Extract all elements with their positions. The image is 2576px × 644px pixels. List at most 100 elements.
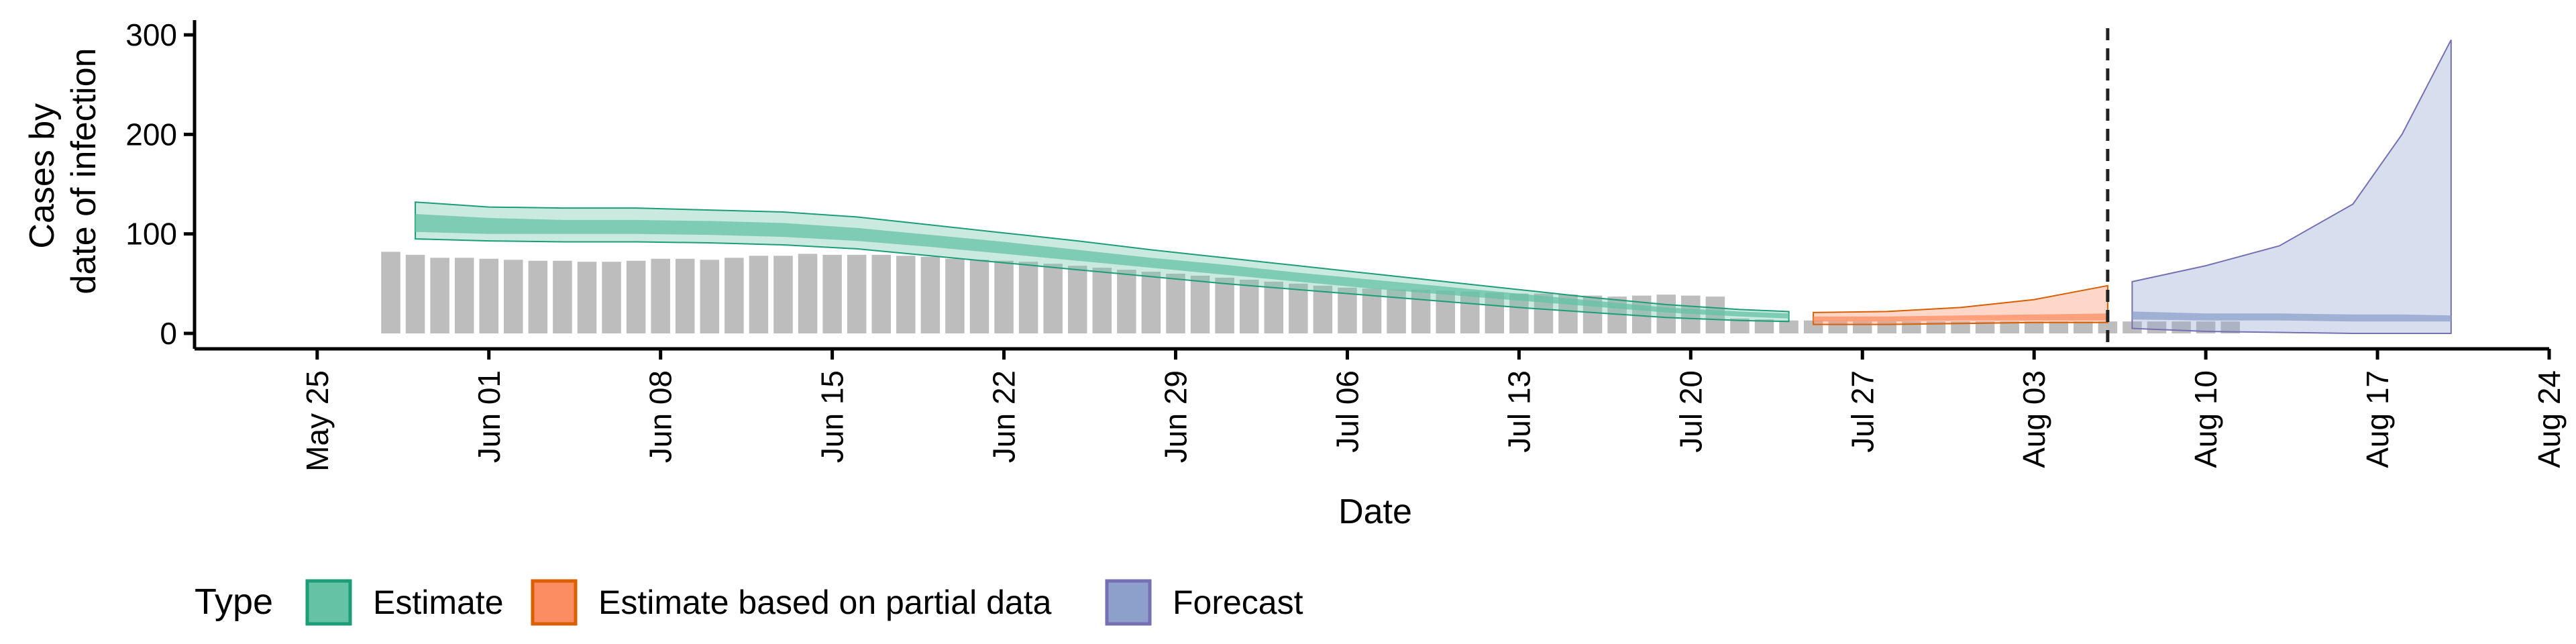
reported-cases-bar bbox=[2098, 321, 2118, 333]
x-tick-label: Jul 27 bbox=[1845, 370, 1880, 453]
estimate-based-on-partial-data-band-50 bbox=[1813, 313, 2108, 322]
reported-cases-bar bbox=[773, 256, 793, 333]
reported-cases-bar bbox=[2220, 321, 2240, 333]
reported-cases-bar bbox=[1338, 287, 1357, 333]
reported-cases-bar bbox=[1730, 318, 1750, 333]
reported-cases-bar bbox=[1681, 295, 1701, 333]
reported-cases-bar bbox=[871, 254, 892, 333]
x-tick-label: Jun 15 bbox=[815, 370, 850, 463]
reported-cases-bar bbox=[1754, 319, 1774, 333]
reported-cases-bar bbox=[2074, 321, 2093, 333]
x-tick-label: Jun 01 bbox=[472, 370, 506, 463]
reported-cases-bar bbox=[1092, 268, 1112, 333]
reported-cases-bar bbox=[2147, 321, 2167, 333]
reported-cases-bar bbox=[969, 260, 989, 333]
reported-cases-bar bbox=[430, 258, 449, 333]
reported-cases-bar bbox=[626, 260, 646, 333]
reported-cases-bar bbox=[1141, 272, 1161, 333]
reported-cases-bar bbox=[1264, 281, 1284, 333]
reported-cases-bar bbox=[675, 258, 695, 333]
reported-cases-bar bbox=[896, 256, 916, 333]
reported-cases-bar bbox=[994, 260, 1014, 333]
reported-cases-bar bbox=[1803, 320, 1823, 333]
reported-cases-bar bbox=[1117, 270, 1136, 333]
reported-cases-bar bbox=[2196, 321, 2216, 333]
legend-key-forecast bbox=[1105, 579, 1152, 626]
y-axis-ticks: 0 100 200 300 bbox=[125, 17, 195, 351]
y-tick-label: 200 bbox=[125, 117, 177, 152]
reported-cases-bar bbox=[1239, 279, 1259, 333]
x-tick-label: Jul 13 bbox=[1501, 370, 1536, 453]
reported-cases-bar bbox=[1190, 275, 1210, 333]
reported-cases-bar bbox=[798, 254, 818, 333]
reported-cases-bar bbox=[1436, 290, 1455, 333]
x-tick-label: Aug 24 bbox=[2532, 370, 2567, 468]
reported-cases-bar bbox=[1951, 321, 1970, 333]
reported-cases-bar bbox=[1215, 277, 1234, 333]
reported-cases-bar bbox=[2049, 321, 2069, 333]
reported-cases-bar bbox=[651, 258, 670, 333]
legend-key-estimate-based-on-partial-data bbox=[531, 579, 578, 626]
reported-cases-bar bbox=[405, 254, 425, 333]
reported-cases-bar bbox=[1166, 274, 1185, 333]
estimate-band-50 bbox=[415, 214, 1789, 319]
reported-cases-bar bbox=[504, 260, 523, 333]
reported-cases-bar bbox=[847, 254, 867, 333]
y-axis-title-line-1: Cases by bbox=[23, 103, 62, 249]
y-tick-label: 0 bbox=[160, 316, 177, 351]
reported-cases-bar bbox=[1779, 320, 1799, 333]
legend-title: Type bbox=[195, 582, 273, 622]
reported-cases-bar bbox=[945, 258, 965, 333]
plot-panel: May 25 Jun 01 Jun 08 Jun 15 Jun 22 Jun 29 Jul … bbox=[125, 17, 2567, 472]
y-axis-title-line-2: date of infection bbox=[64, 48, 103, 294]
x-tick-label: Jun 29 bbox=[1159, 370, 1193, 463]
y-tick-label: 100 bbox=[125, 217, 177, 252]
reported-cases-bar bbox=[1975, 321, 1995, 333]
x-tick-label: Jul 20 bbox=[1673, 370, 1708, 453]
y-axis-title: Cases by date of infection bbox=[23, 48, 103, 294]
reported-cases-bar bbox=[1485, 292, 1505, 333]
reported-cases-bar bbox=[454, 258, 474, 333]
y-tick-label: 300 bbox=[125, 17, 177, 52]
reported-cases-bar bbox=[1067, 266, 1087, 333]
legend-key-estimate bbox=[305, 579, 352, 626]
reported-cases-bar bbox=[700, 260, 720, 333]
reported-cases-bar bbox=[1289, 283, 1308, 333]
reported-cases-bar bbox=[1043, 264, 1063, 333]
legend-label-forecast: Forecast bbox=[1173, 584, 1303, 621]
estimate-bands bbox=[415, 39, 2452, 334]
forecast-band-90 bbox=[2131, 39, 2452, 334]
reported-cases-bar bbox=[1411, 289, 1431, 333]
reported-cases-bar bbox=[724, 258, 744, 333]
reported-cases-bar bbox=[479, 258, 499, 333]
reported-cases-bar bbox=[822, 254, 842, 333]
x-tick-label: Aug 10 bbox=[2188, 370, 2223, 468]
reported-cases-bar bbox=[577, 262, 597, 333]
reported-cases-bar bbox=[528, 260, 548, 333]
x-tick-label: Aug 03 bbox=[2017, 370, 2051, 468]
reported-cases-bar bbox=[920, 256, 941, 333]
reported-cases-bar bbox=[1656, 294, 1676, 333]
x-tick-label: Aug 17 bbox=[2360, 370, 2395, 468]
x-tick-label: May 25 bbox=[300, 370, 335, 472]
legend-label-estimate: Estimate bbox=[373, 584, 504, 621]
x-axis-title: Date bbox=[1338, 492, 1412, 531]
x-tick-label: Jun 22 bbox=[987, 370, 1022, 463]
reported-cases-bar bbox=[2000, 321, 2019, 333]
reported-cases-bar bbox=[1313, 285, 1333, 333]
x-tick-label: Jul 06 bbox=[1330, 370, 1364, 453]
reported-cases-bar bbox=[2024, 321, 2044, 333]
reported-cases-bar bbox=[749, 256, 769, 333]
legend: Type Estimate Estimate based on partial d… bbox=[195, 579, 1303, 626]
forecast-band-50 bbox=[2132, 311, 2451, 322]
legend-items: Estimate Estimate based on partial data Fo… bbox=[305, 579, 1303, 626]
x-axis-ticks: May 25 Jun 01 Jun 08 Jun 15 Jun 22 Jun 29 Jul … bbox=[300, 349, 2567, 472]
legend-label-estimate-based-on-partial-data: Estimate based on partial data bbox=[598, 584, 1052, 621]
reported-cases-bar bbox=[553, 260, 572, 333]
reported-cases-bar bbox=[1018, 262, 1038, 333]
reported-cases-bar bbox=[602, 262, 621, 333]
x-tick-label: Jun 08 bbox=[643, 370, 678, 463]
reported-cases-bar bbox=[381, 252, 400, 333]
reported-cases-bar bbox=[1460, 291, 1480, 333]
